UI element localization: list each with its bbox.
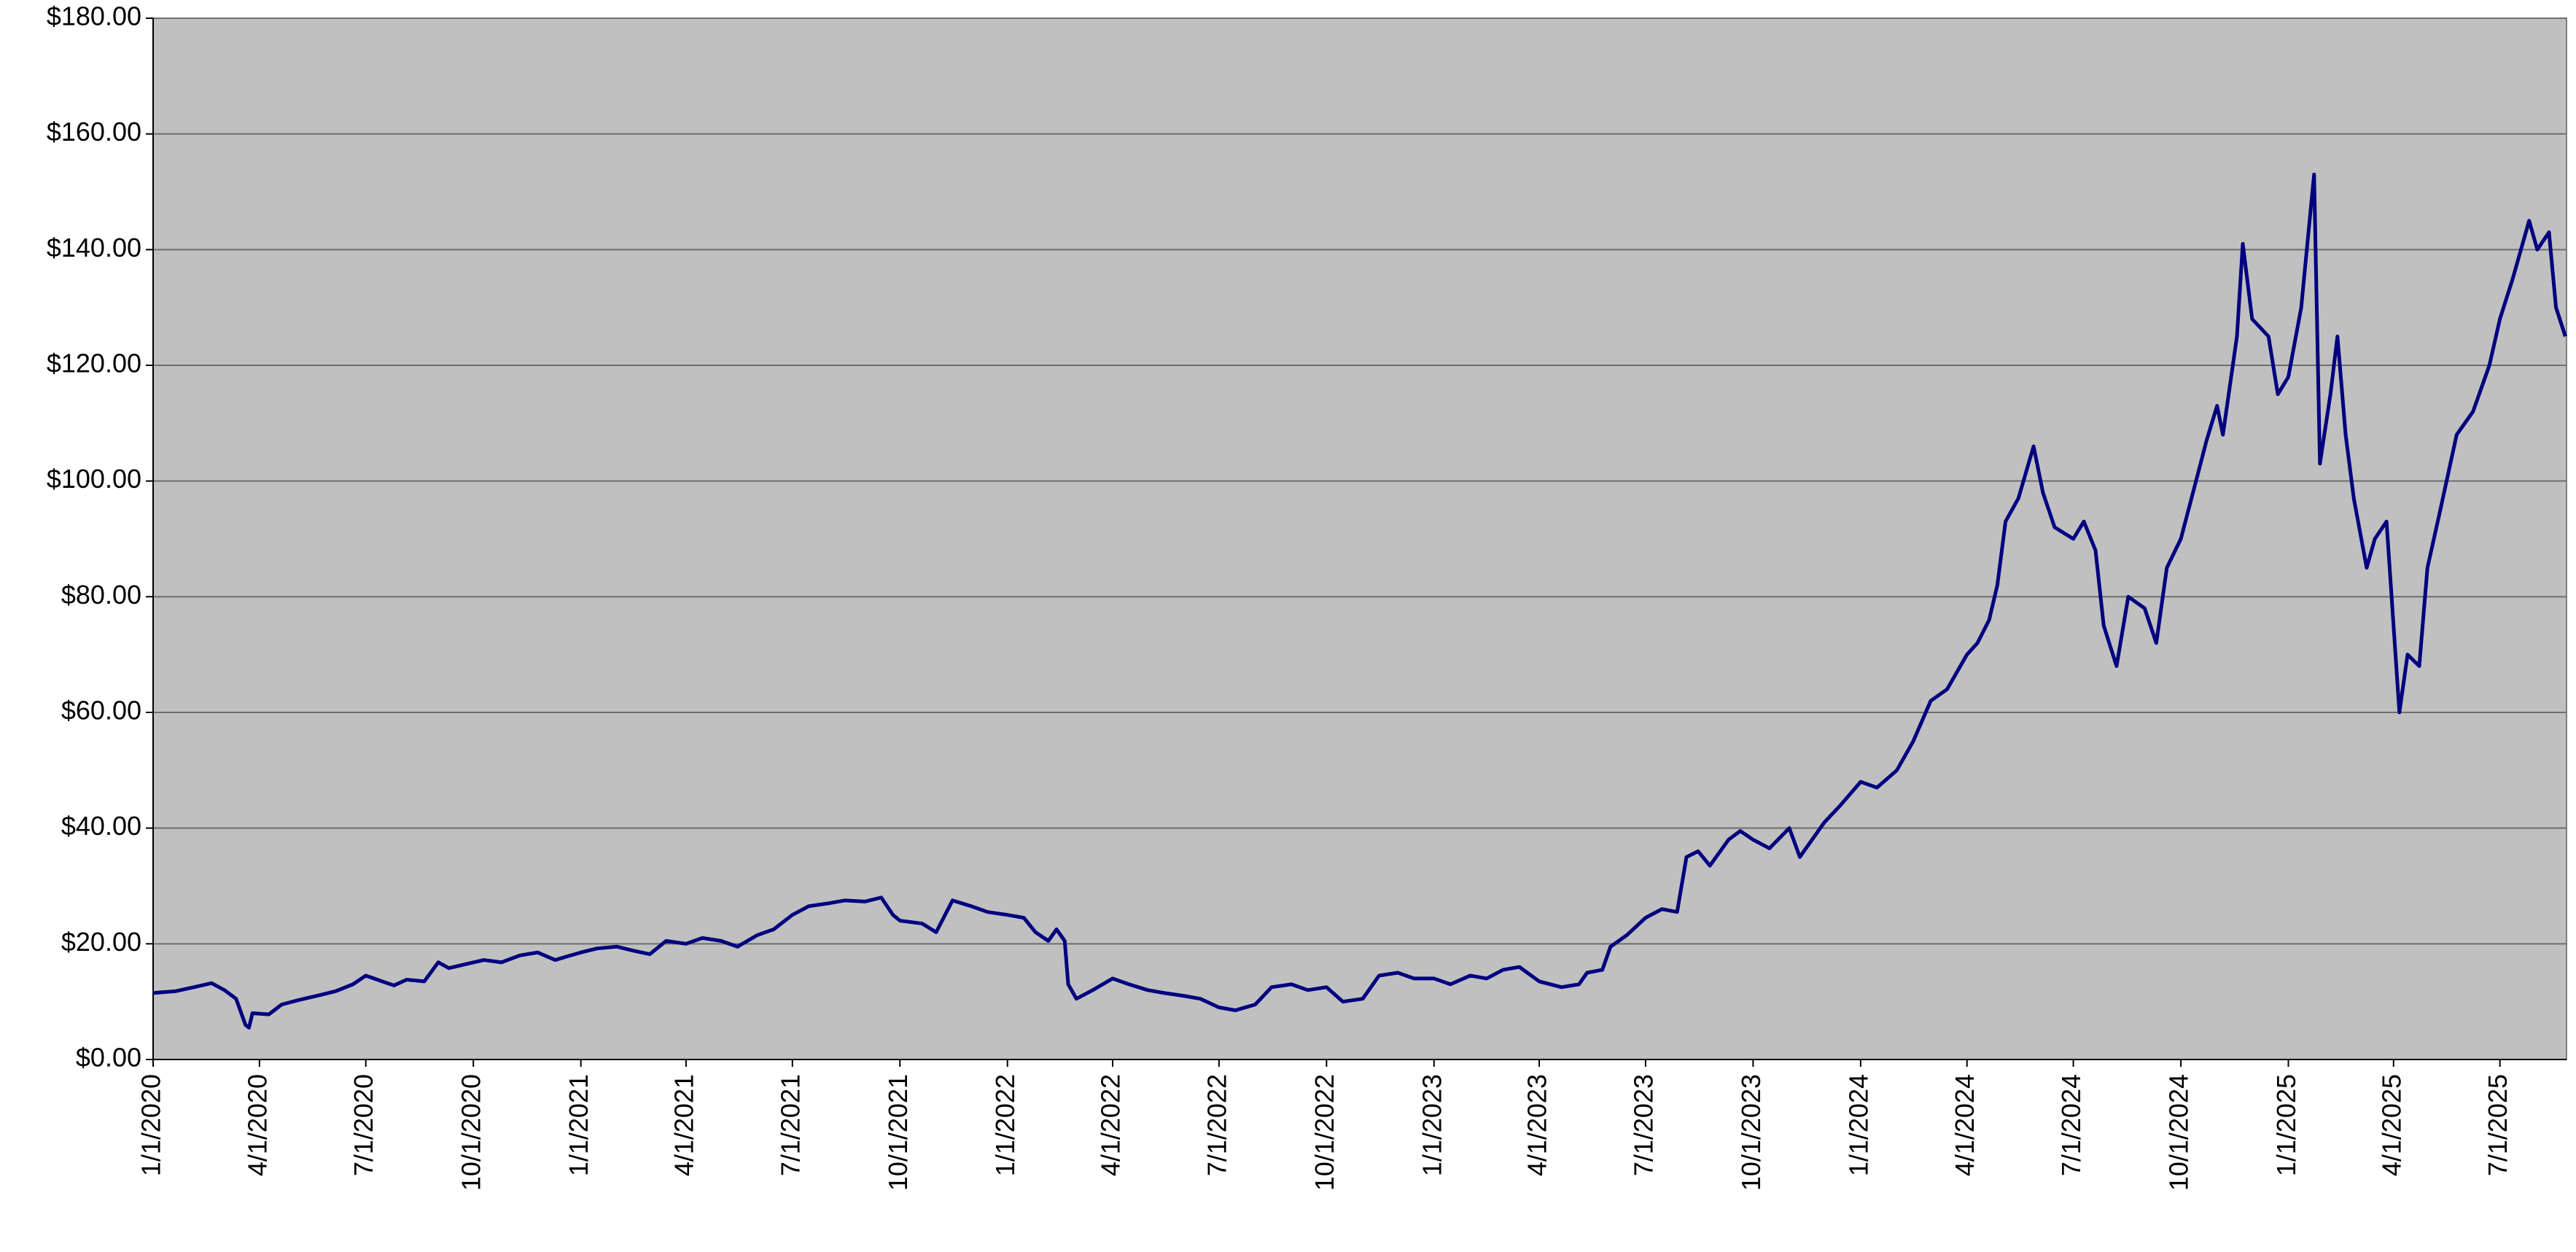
y-tick-label: $100.00 bbox=[47, 464, 141, 494]
x-tick-label: 4/1/2022 bbox=[1096, 1074, 1126, 1176]
x-tick-label: 7/1/2022 bbox=[1202, 1074, 1231, 1176]
x-tick-label: 7/1/2021 bbox=[775, 1074, 805, 1176]
x-tick-label: 4/1/2023 bbox=[1522, 1074, 1552, 1176]
x-tick-label: 4/1/2021 bbox=[669, 1074, 699, 1176]
x-tick-label: 4/1/2025 bbox=[2376, 1074, 2406, 1176]
x-tick-label: 10/1/2024 bbox=[2164, 1074, 2194, 1191]
y-tick-label: $140.00 bbox=[47, 233, 141, 263]
x-tick-label: 1/1/2023 bbox=[1417, 1074, 1447, 1176]
x-tick-label: 4/1/2020 bbox=[242, 1074, 272, 1176]
x-tick-label: 10/1/2021 bbox=[883, 1074, 913, 1191]
x-tick-label: 1/1/2021 bbox=[564, 1074, 594, 1176]
y-tick-label: $180.00 bbox=[47, 1, 141, 31]
y-tick-label: $20.00 bbox=[61, 927, 141, 957]
x-tick-label: 7/1/2020 bbox=[349, 1074, 378, 1176]
x-tick-label: 10/1/2020 bbox=[456, 1074, 486, 1191]
plot-area bbox=[152, 18, 2567, 1060]
x-tick-label: 7/1/2025 bbox=[2483, 1074, 2513, 1176]
y-tick-label: $40.00 bbox=[61, 811, 141, 841]
y-tick-label: $120.00 bbox=[47, 349, 141, 378]
x-tick-label: 1/1/2024 bbox=[1843, 1074, 1873, 1176]
x-tick-label: 7/1/2023 bbox=[1628, 1074, 1658, 1176]
y-tick-label: $60.00 bbox=[61, 696, 141, 726]
y-tick-label: $80.00 bbox=[61, 580, 141, 610]
x-tick-label: 10/1/2023 bbox=[1736, 1074, 1766, 1191]
y-tick-label: $160.00 bbox=[47, 117, 141, 147]
x-tick-label: 10/1/2022 bbox=[1310, 1074, 1339, 1191]
price-line bbox=[152, 172, 2567, 1030]
x-tick-label: 1/1/2020 bbox=[136, 1074, 166, 1176]
x-tick-label: 1/1/2022 bbox=[990, 1074, 1020, 1176]
y-tick-label: $0.00 bbox=[76, 1043, 141, 1073]
x-tick-label: 4/1/2024 bbox=[1950, 1074, 1980, 1176]
x-tick-label: 7/1/2024 bbox=[2056, 1074, 2086, 1176]
x-tick-label: 1/1/2025 bbox=[2271, 1074, 2301, 1176]
